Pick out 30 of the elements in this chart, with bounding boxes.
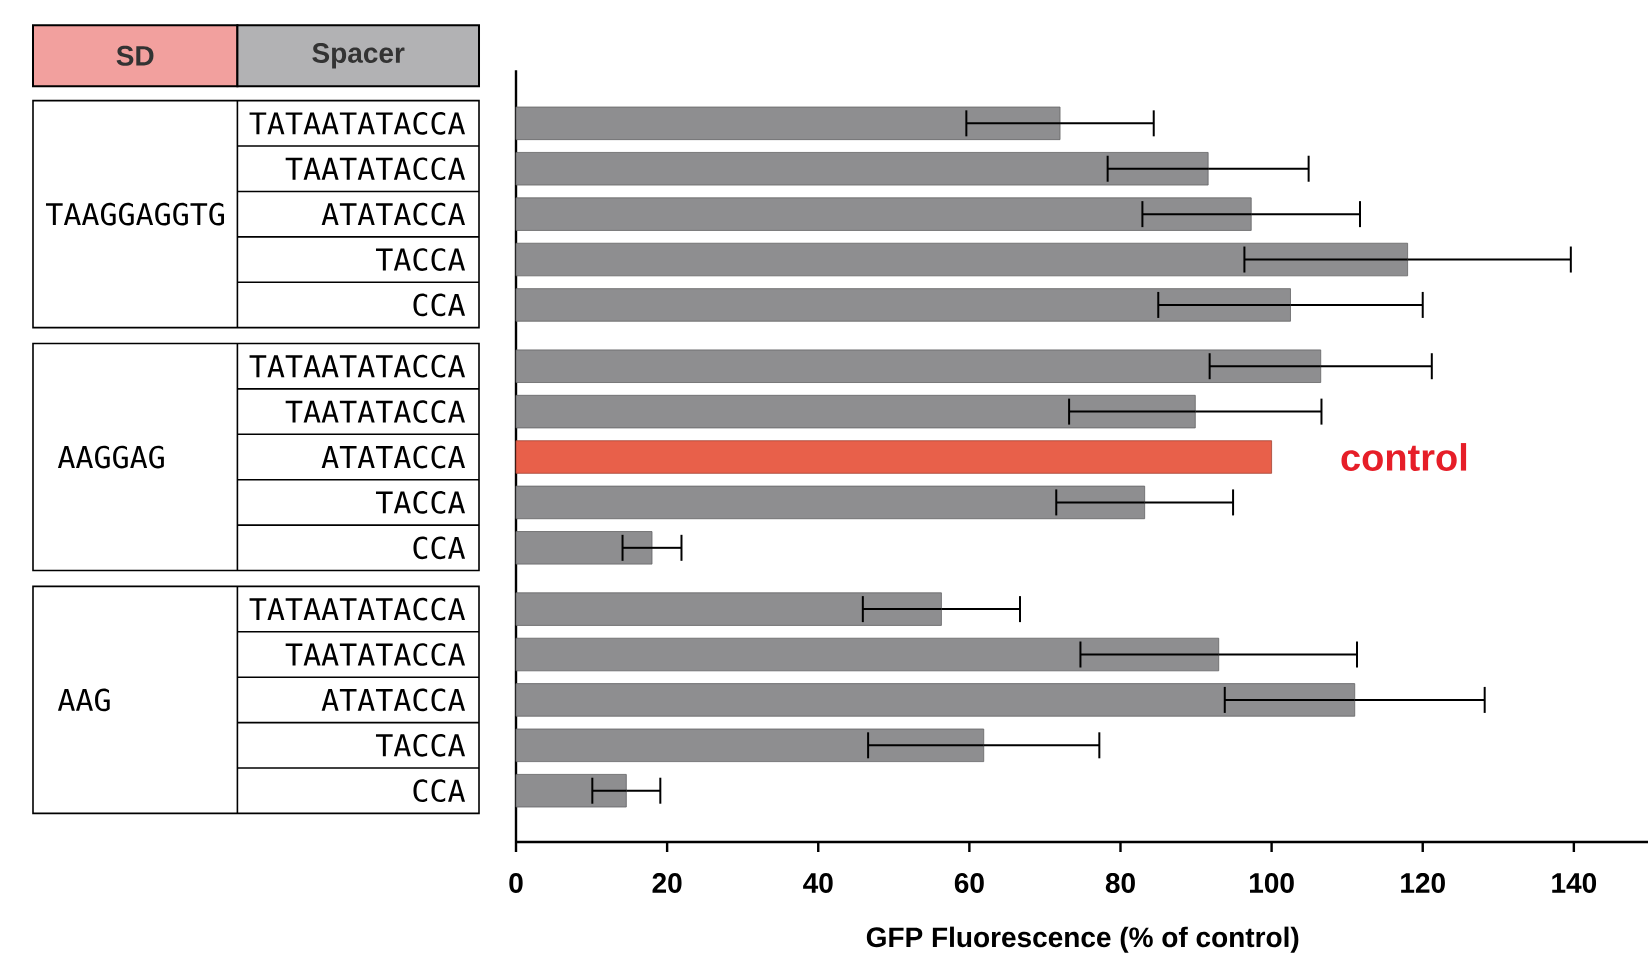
y-tick-label: ATATACCA <box>321 688 466 712</box>
y-tick-label: TACCA <box>375 491 466 514</box>
x-tick-label: 20 <box>652 873 682 893</box>
x-tick-label: 120 <box>1401 873 1445 893</box>
x-axis-title: GFP Fluorescence (% of control) <box>866 926 1299 953</box>
x-tick-label: 0 <box>509 873 523 893</box>
y-tick-label: TAATATACCA <box>285 643 466 666</box>
y-tick-label: TAATATACCA <box>285 157 466 181</box>
y-tick-label: TAATATACCA <box>285 400 466 423</box>
y-tick-label: TATAATATACCA <box>249 354 466 378</box>
annotation: control <box>1341 443 1467 471</box>
y-tick-label: TACCA <box>375 248 466 271</box>
y-tick-label: ATATACCA <box>321 202 466 226</box>
text: SD <box>116 45 154 66</box>
x-tick-label: 140 <box>1552 873 1597 893</box>
y-tick-label: TACCA <box>375 733 466 757</box>
x-tick-label: 80 <box>1105 873 1135 893</box>
x-tick-label: 100 <box>1250 873 1294 893</box>
y-tick-label: CCA <box>413 536 466 560</box>
text: AAGGAG <box>57 445 164 469</box>
y-tick-label: CCA <box>413 779 466 803</box>
y-tick-label: TATAATATACCA <box>249 111 466 135</box>
x-tick-label: 60 <box>954 873 984 893</box>
y-tick-label: CCA <box>413 293 466 317</box>
y-tick-label: ATATACCA <box>321 445 466 469</box>
text: Spacer <box>312 43 405 69</box>
y-tick-label: TATAATATACCA <box>249 597 466 621</box>
text: AAG <box>57 688 110 712</box>
x-tick-label: 40 <box>803 873 833 893</box>
text: TAAGGAGGTG <box>45 202 224 226</box>
